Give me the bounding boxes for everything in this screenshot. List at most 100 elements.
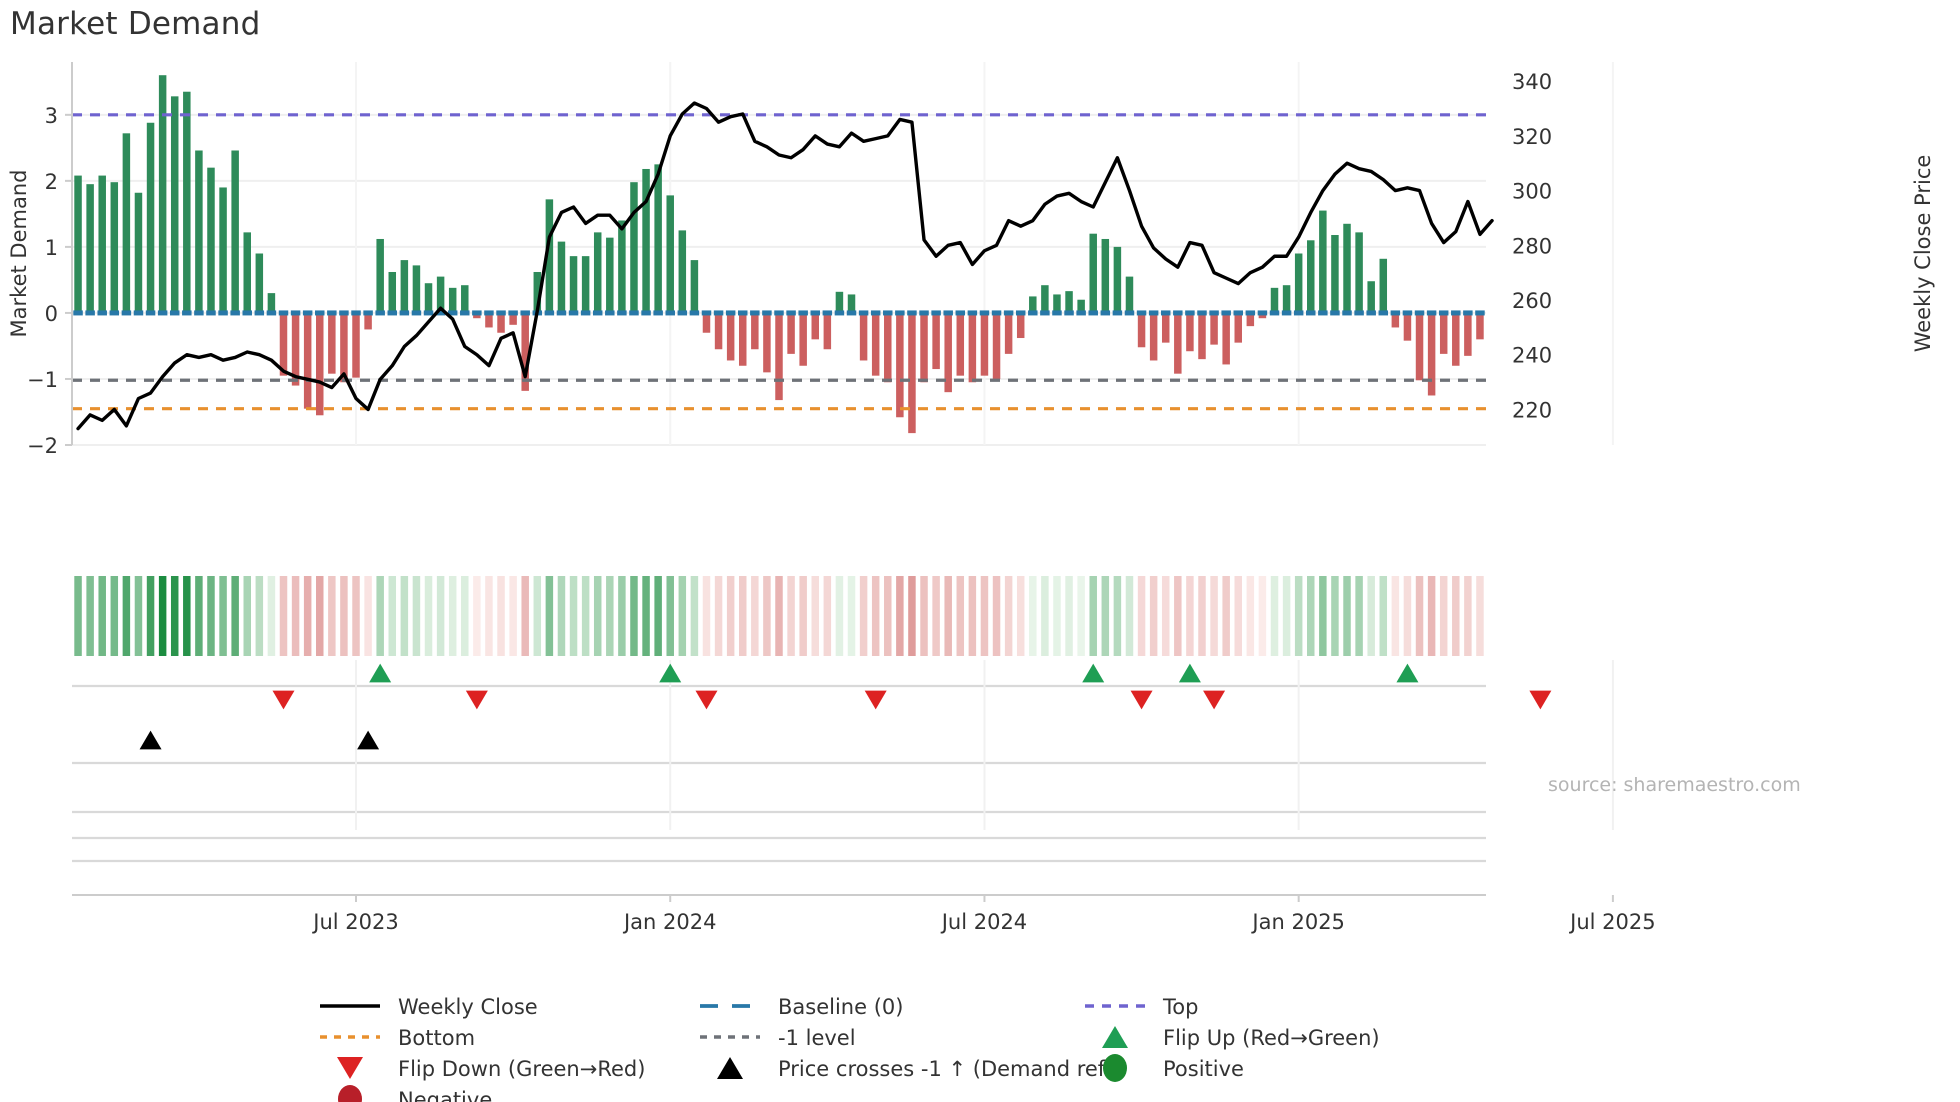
heat-cell <box>1198 576 1206 656</box>
legend-item-flip-down: Flip Down (Green→Red) <box>398 1057 645 1081</box>
marker-rows <box>72 660 1614 863</box>
baseline-segment <box>97 310 107 316</box>
baseline-segment <box>677 310 688 316</box>
baseline-segment <box>266 310 277 316</box>
demand-bar <box>243 232 251 313</box>
demand-bar <box>871 312 880 376</box>
demand-bar <box>593 232 602 313</box>
baseline-segment <box>653 310 663 316</box>
baseline-segment <box>665 310 675 316</box>
demand-bar <box>1307 240 1315 313</box>
heat-cell <box>388 576 397 656</box>
baseline-segments <box>73 310 1485 316</box>
demand-bar <box>195 150 203 313</box>
heat-cell <box>86 576 94 656</box>
heat-cell <box>183 576 191 656</box>
heat-cell <box>134 576 143 656</box>
demand-bar <box>231 150 239 313</box>
heat-cell <box>654 576 662 656</box>
demand-bar <box>279 312 288 376</box>
demand-bar <box>291 312 300 386</box>
baseline-segment <box>556 310 567 316</box>
baseline-segment <box>206 310 216 316</box>
demand-bar <box>146 122 155 313</box>
heat-cell <box>146 576 155 656</box>
demand-bar <box>158 75 167 313</box>
demand-bar <box>170 96 179 313</box>
baseline-segment <box>1402 310 1413 316</box>
demand-bar <box>86 184 94 313</box>
baseline-segment <box>1015 310 1026 316</box>
baseline-segment <box>737 310 748 316</box>
heat-cell <box>1379 576 1388 656</box>
demand-bar <box>618 220 626 313</box>
legend-item-baseline: Baseline (0) <box>778 995 903 1019</box>
legend-item-minus-one: -1 level <box>778 1026 856 1050</box>
baseline-segment <box>1112 310 1123 316</box>
baseline-segment <box>157 310 168 316</box>
demand-bar <box>1476 312 1484 340</box>
heat-cell <box>1319 576 1327 656</box>
demand-bar <box>424 283 433 313</box>
legend: Weekly Close Bottom Flip Down (Green→Red) N… <box>320 995 1380 1102</box>
baseline-segment <box>423 310 434 316</box>
baseline-segment <box>290 310 301 316</box>
heat-cell <box>569 576 578 656</box>
demand-bar <box>654 164 662 313</box>
heat-cell <box>1149 576 1158 656</box>
demand-bar <box>775 312 783 401</box>
heat-cell <box>992 576 1001 656</box>
heat-cell <box>714 576 723 656</box>
legend-item-bottom: Bottom <box>398 1026 475 1050</box>
heat-cell <box>497 576 505 656</box>
baseline-segment <box>218 310 228 316</box>
heat-cell <box>328 576 336 656</box>
heat-cell <box>448 576 457 656</box>
demand-bar <box>932 312 940 370</box>
baseline-segment <box>1088 310 1098 316</box>
demand-bar <box>1077 299 1085 313</box>
baseline-segment <box>182 310 192 316</box>
demand-bar <box>461 285 469 313</box>
flip-up-marker <box>369 663 392 683</box>
demand-bar <box>799 312 807 366</box>
demand-bar <box>1415 312 1424 381</box>
baseline-segment <box>1257 310 1268 316</box>
heat-cell <box>1403 576 1412 656</box>
demand-bar <box>835 291 844 313</box>
baseline-segment <box>931 310 941 316</box>
demand-bar <box>1234 312 1242 343</box>
demand-bar <box>1089 233 1097 313</box>
legend-item-positive: Positive <box>1163 1057 1244 1081</box>
demand-bar <box>1294 253 1303 313</box>
heat-cell <box>1439 576 1448 656</box>
demand-bar <box>376 238 384 313</box>
heat-cell <box>1415 576 1424 656</box>
legend-swatch-negative-icon <box>338 1085 362 1102</box>
demand-bar <box>569 256 578 313</box>
demand-bar <box>1464 312 1472 356</box>
demand-bar <box>255 253 264 313</box>
heat-cell <box>787 576 795 656</box>
heat-cell <box>763 576 771 656</box>
demand-bar <box>980 312 989 376</box>
demand-bar <box>436 276 445 313</box>
y-tick-label-right: 220 <box>1512 398 1552 422</box>
heat-cell <box>279 576 288 656</box>
heat-cell <box>1282 576 1291 656</box>
heat-cell <box>195 576 203 656</box>
gridlines <box>72 62 1614 446</box>
demand-bar <box>992 312 1001 379</box>
baseline-segment <box>1366 310 1376 316</box>
demand-bar <box>183 91 191 313</box>
demand-bar <box>1149 312 1158 361</box>
heat-cell <box>376 576 384 656</box>
heat-cell <box>122 576 131 656</box>
y-tick-label-right: 280 <box>1512 234 1552 258</box>
baseline-segment <box>846 310 857 316</box>
demand-bar <box>1174 312 1182 374</box>
y-tick-label-left: 0 <box>45 302 58 326</box>
demand-bar <box>1016 312 1025 339</box>
flip-down-marker <box>465 690 488 710</box>
flip-up-marker <box>1082 663 1105 683</box>
